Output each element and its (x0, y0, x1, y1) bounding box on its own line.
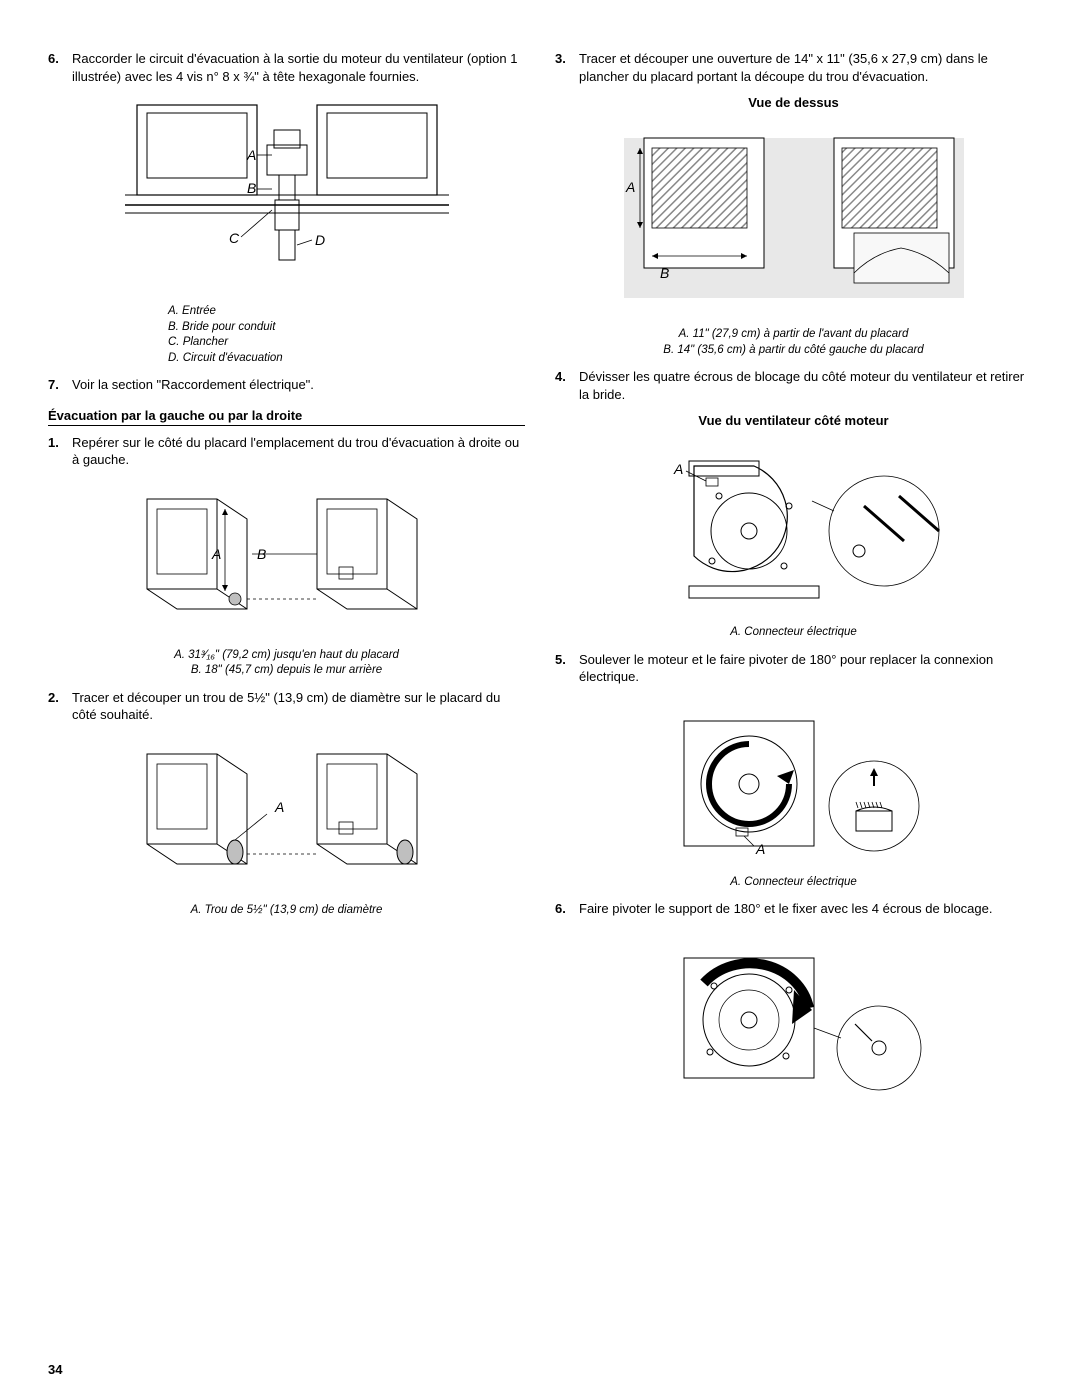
left-column: 6. Raccorder le circuit d'évacuation à l… (48, 50, 525, 1107)
legend-line: A. 31³⁄₁₆" (79,2 cm) jusqu'en haut du pl… (48, 648, 525, 664)
label-D: D (315, 232, 325, 248)
sublabel-topview: Vue de dessus (555, 95, 1032, 110)
legend-line: B. 18" (45,7 cm) depuis le mur arrière (48, 663, 525, 679)
step-5: 5. Soulever le moteur et le faire pivote… (555, 651, 1032, 686)
legend-line: B. Bride pour conduit (168, 320, 525, 336)
legend-4: A. Connecteur électrique (555, 625, 1032, 641)
legend-6: A. Entrée B. Bride pour conduit C. Planc… (168, 304, 525, 366)
step-number: 1. (48, 434, 72, 469)
label-B: B (247, 180, 256, 196)
legend-line: B. 14" (35,6 cm) à partir du côté gauche… (555, 343, 1032, 359)
svg-text:A: A (755, 841, 765, 857)
step-text: Soulever le moteur et le faire pivoter d… (579, 651, 1032, 686)
step-6r: 6. Faire pivoter le support de 180° et l… (555, 900, 1032, 918)
figure-motor-rotate: A (555, 696, 1032, 869)
step-number: 2. (48, 689, 72, 724)
step-text: Tracer et découper une ouverture de 14" … (579, 50, 1032, 85)
step-number: 3. (555, 50, 579, 85)
legend-line: A. Entrée (168, 304, 525, 320)
step-1: 1. Repérer sur le côté du placard l'empl… (48, 434, 525, 469)
subheading-side-evac: Évacuation par la gauche ou par la droit… (48, 408, 525, 426)
figure-bracket-rotate (555, 928, 1032, 1101)
step-number: 4. (555, 368, 579, 403)
step-3: 3. Tracer et découper une ouverture de 1… (555, 50, 1032, 85)
step-text: Faire pivoter le support de 180° et le f… (579, 900, 1032, 918)
step-text: Dévisser les quatre écrous de blocage du… (579, 368, 1032, 403)
step-number: 6. (48, 50, 72, 85)
legend-5: A. Connecteur électrique (555, 875, 1032, 891)
svg-text:A: A (625, 179, 635, 195)
svg-text:A: A (274, 799, 284, 815)
legend-3: A. 11" (27,9 cm) à partir de l'avant du … (555, 327, 1032, 358)
legend-line: D. Circuit d'évacuation (168, 351, 525, 367)
figure-motor-side: A (555, 436, 1032, 619)
step-text: Tracer et découper un trou de 5½" (13,9 … (72, 689, 525, 724)
legend-2: A. Trou de 5½" (13,9 cm) de diamètre (48, 903, 525, 919)
figure-side-locate: A B (48, 479, 525, 642)
step-6: 6. Raccorder le circuit d'évacuation à l… (48, 50, 525, 85)
step-4: 4. Dévisser les quatre écrous de blocage… (555, 368, 1032, 403)
label-A: A (246, 147, 256, 163)
figure-side-hole: A (48, 734, 525, 897)
sublabel-motorview: Vue du ventilateur côté moteur (555, 413, 1032, 428)
legend-line: A. Connecteur électrique (555, 875, 1032, 891)
svg-text:B: B (660, 265, 669, 281)
step-text: Repérer sur le côté du placard l'emplace… (72, 434, 525, 469)
step-7: 7. Voir la section "Raccordement électri… (48, 376, 525, 394)
step-text: Voir la section "Raccordement électrique… (72, 376, 525, 394)
figure-top-view: A B (555, 118, 1032, 321)
legend-1: A. 31³⁄₁₆" (79,2 cm) jusqu'en haut du pl… (48, 648, 525, 679)
svg-text:A: A (673, 461, 683, 477)
label-C: C (229, 230, 240, 246)
page-number: 34 (48, 1362, 62, 1377)
step-text: Raccorder le circuit d'évacuation à la s… (72, 50, 525, 85)
figure-evac-vertical: A B C D (48, 95, 525, 298)
step-2: 2. Tracer et découper un trou de 5½" (13… (48, 689, 525, 724)
step-number: 6. (555, 900, 579, 918)
step-number: 7. (48, 376, 72, 394)
right-column: 3. Tracer et découper une ouverture de 1… (555, 50, 1032, 1107)
legend-line: A. Trou de 5½" (13,9 cm) de diamètre (48, 903, 525, 919)
legend-line: A. 11" (27,9 cm) à partir de l'avant du … (555, 327, 1032, 343)
step-number: 5. (555, 651, 579, 686)
svg-text:A: A (211, 546, 221, 562)
legend-line: C. Plancher (168, 335, 525, 351)
legend-line: A. Connecteur électrique (555, 625, 1032, 641)
